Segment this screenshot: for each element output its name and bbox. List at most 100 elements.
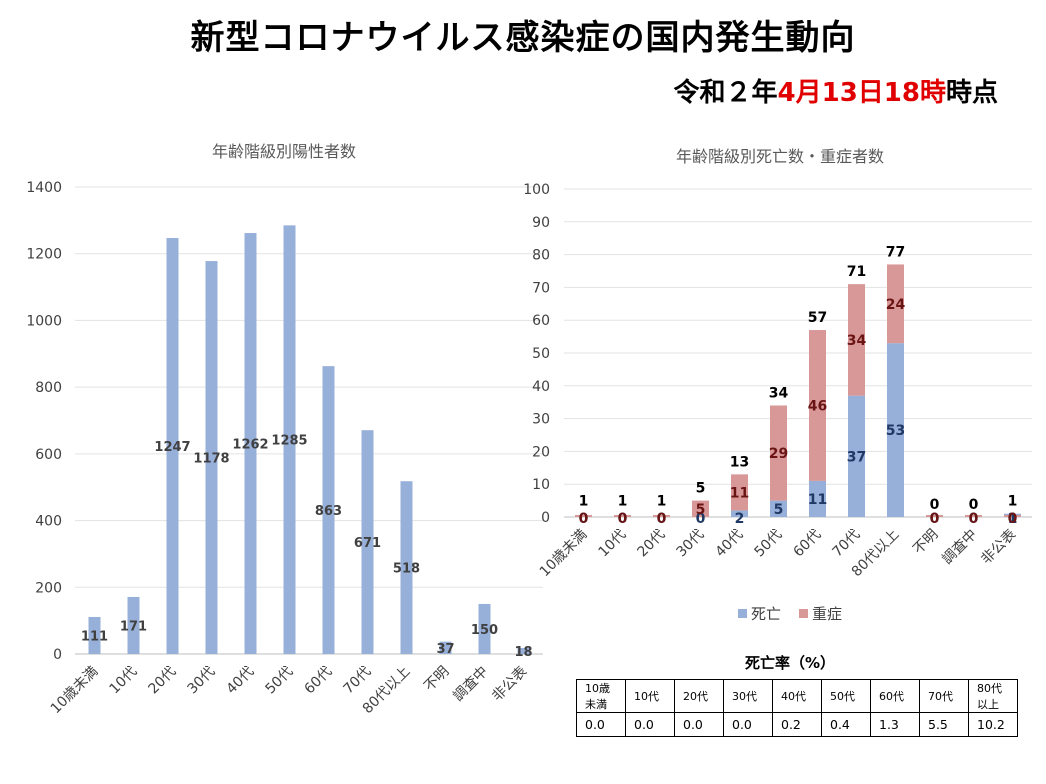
chart2-death-label: 0 (579, 511, 589, 527)
chart2-total-label: 1 (1008, 494, 1018, 510)
chart2-ytick-label: 80 (532, 248, 550, 264)
chart2-ytick-label: 60 (532, 313, 550, 329)
chart2-total-label: 1 (618, 494, 628, 510)
chart1-bar (127, 596, 140, 654)
chart1-bar (283, 225, 296, 654)
chart2-ytick-label: 10 (532, 477, 550, 493)
chart2-death-bar (887, 343, 904, 517)
chart1-data-label: 37 (436, 642, 454, 657)
rate-table-value-cell: 1.3 (870, 712, 920, 737)
chart2-severe-label: 0 (657, 511, 667, 527)
chart2-severe-label: 24 (886, 297, 906, 313)
chart2-legend-death-label: 死亡 (751, 605, 781, 623)
chart2-severe-label: 0 (969, 511, 979, 527)
chart2-death-bar (770, 500, 787, 517)
rate-table-value-cell: 0.0 (576, 712, 626, 737)
chart2-stub-bar (575, 515, 592, 517)
chart1-data-label: 1247 (154, 440, 190, 455)
chart1-xtick-label: 10歳未満 (48, 664, 102, 718)
chart2-ytick-label: 0 (541, 510, 550, 526)
chart2-severe-label: 29 (769, 446, 788, 462)
chart2-ytick-label: 20 (532, 444, 550, 460)
chart2-severe-label: 34 (847, 333, 867, 349)
chart1-data-label: 1285 (271, 434, 307, 449)
chart1-xtick-label: 50代 (263, 664, 297, 698)
chart1-bar (88, 616, 101, 654)
chart1-ytick-label: 600 (35, 447, 62, 463)
chart1-bar (361, 430, 374, 654)
chart1-ytick-label: 200 (35, 580, 62, 596)
chart2-ytick-label: 100 (523, 182, 550, 198)
chart2-severe-label: 0 (579, 511, 589, 527)
rate-table-header-cell: 70代 (919, 679, 969, 713)
date-highlight: 4月13日18時 (777, 78, 946, 108)
chart1-data-label: 671 (354, 536, 381, 551)
chart2-death-bar (809, 480, 826, 517)
chart2-total-label: 34 (769, 385, 789, 401)
chart2-xtick-label: 30代 (674, 527, 708, 561)
rate-table-value-cell: 0.2 (772, 712, 822, 737)
chart1-ytick-label: 800 (35, 380, 62, 396)
rate-table-header-cell: 10代 (625, 679, 675, 713)
chart1-ytick-label: 1200 (26, 247, 62, 263)
rate-table-value-cell: 0.0 (674, 712, 724, 737)
chart2-total-label: 57 (808, 310, 827, 326)
chart1-data-label: 150 (471, 623, 498, 638)
chart2-death-label: 0 (618, 511, 628, 527)
chart1-data-label: 518 (393, 562, 420, 577)
chart2-legend-severe-swatch (799, 609, 808, 618)
chart1-xtick-label: 10代 (107, 664, 141, 698)
chart2-severe-bar (887, 264, 904, 344)
chart2-total-label: 77 (886, 244, 905, 260)
chart1-xtick-label: 30代 (185, 664, 219, 698)
chart1-xtick-label: 60代 (302, 664, 336, 698)
chart1-ytick-label: 1400 (26, 180, 62, 196)
rate-table-header-cell: 50代 (821, 679, 871, 713)
chart2-xtick-label: 10歳未満 (537, 527, 591, 581)
page-title: 新型コロナウイルス感染症の国内発生動向 (190, 18, 856, 58)
chart1-xtick-label: 70代 (341, 664, 375, 698)
chart2-severe-label: 5 (696, 502, 706, 518)
chart2-severe-bar (809, 330, 826, 481)
chart2-xtick-label: 10代 (596, 527, 630, 561)
rate-table-header-cell: 40代 (772, 679, 822, 713)
chart2-severe-bar (692, 500, 709, 517)
chart2-total-label: 0 (969, 497, 979, 513)
death-rate-table: 10歳 未満 10代 20代 30代 40代 50代 60代 70代 80代 以上 0.0 0.0 0.… (576, 679, 1018, 737)
chart2-severe-label: 0 (930, 511, 940, 527)
chart2-legend-severe-label: 重症 (812, 605, 842, 623)
date-prefix: 令和２年 (673, 78, 778, 108)
chart1-bar (244, 233, 257, 655)
chart1-title: 年齢階級別陽性者数 (212, 142, 356, 161)
chart2-ytick-label: 50 (532, 346, 550, 362)
chart2-severe-bar (848, 284, 865, 396)
chart1-data-label: 1262 (232, 438, 268, 453)
chart2-severe-bar (770, 405, 787, 501)
chart2-severe-label: 46 (808, 398, 827, 414)
chart2-xtick-label: 非公表 (978, 527, 1019, 568)
chart2-death-bar (848, 395, 865, 517)
rate-table-value-row: 0.0 0.0 0.0 0.0 0.2 0.4 1.3 5.5 10.2 (576, 712, 1018, 737)
chart2-death-label: 5 (774, 502, 784, 518)
chart2-severe-label: 0 (1008, 511, 1018, 527)
chart1-bar (439, 641, 452, 654)
chart2-death-label: 2 (735, 511, 745, 527)
chart1-data-label: 171 (120, 619, 147, 634)
chart2-total-label: 0 (930, 497, 940, 513)
chart2-total-label: 1 (657, 494, 667, 510)
rate-table-header-cell: 80代 以上 (968, 679, 1018, 713)
rate-table-value-cell: 0.0 (723, 712, 773, 737)
chart2-xtick-label: 70代 (830, 527, 864, 561)
chart2-xtick-label: 40代 (713, 527, 747, 561)
chart2-severe-label: 11 (730, 485, 749, 501)
rate-table-title: 死亡率（%） (744, 654, 836, 672)
rate-table-header-cell: 20代 (674, 679, 724, 713)
chart2-total-label: 71 (847, 264, 866, 280)
chart2-ytick-label: 70 (532, 280, 550, 296)
chart2-legend-death-swatch (738, 609, 747, 618)
chart2-death-bar (731, 510, 748, 517)
chart2-xtick-label: 50代 (752, 527, 786, 561)
chart1-data-label: 18 (514, 645, 532, 660)
report-date: 令和２年4月13日18時時点 (674, 72, 999, 109)
